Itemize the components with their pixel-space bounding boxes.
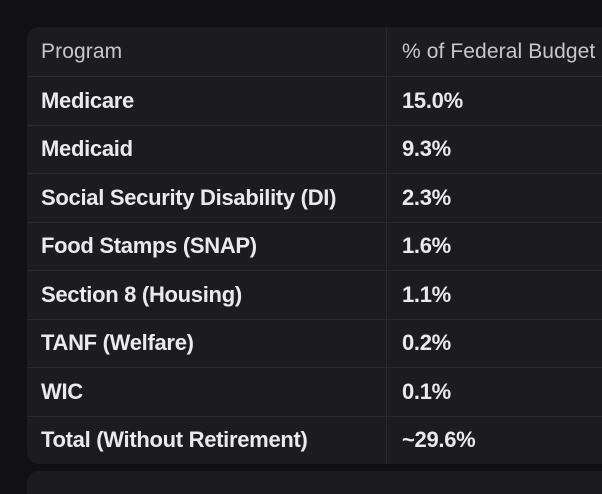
program-cell: Medicare [41, 87, 134, 113]
program-cell: Social Security Disability (DI) [41, 184, 337, 210]
table-row: Medicare 15.0% [27, 76, 602, 125]
percent-cell: ~29.6% [386, 416, 602, 464]
table-row: WIC 0.1% [27, 367, 602, 416]
percent-cell: 1.1% [386, 271, 602, 319]
percent-cell: 1.6% [386, 222, 602, 270]
table-row: Social Security Disability (DI) 2.3% [27, 173, 602, 222]
table-row: Food Stamps (SNAP) 1.6% [27, 221, 602, 270]
percent-cell: 15.0% [386, 77, 602, 125]
program-cell: Medicaid [41, 136, 133, 162]
program-cell: WIC [41, 378, 83, 404]
next-section-card [27, 471, 602, 494]
program-cell: TANF (Welfare) [41, 330, 194, 356]
program-cell: Section 8 (Housing) [41, 281, 242, 307]
percent-cell: 9.3% [386, 125, 602, 173]
column-header-percent: % of Federal Budget [386, 27, 602, 76]
percent-cell: 2.3% [386, 174, 602, 222]
table-row-total: Total (Without Retirement) ~29.6% [27, 415, 602, 464]
column-header-program: Program [41, 39, 123, 63]
table-header-row: Program % of Federal Budget [27, 27, 602, 76]
table-row: Medicaid 9.3% [27, 124, 602, 173]
program-cell: Total (Without Retirement) [41, 427, 308, 453]
program-cell: Food Stamps (SNAP) [41, 233, 257, 259]
table-row: TANF (Welfare) 0.2% [27, 318, 602, 367]
budget-table-card: Program % of Federal Budget Medicare 15.… [27, 27, 602, 464]
percent-cell: 0.2% [386, 319, 602, 367]
percent-cell: 0.1% [386, 368, 602, 416]
table-row: Section 8 (Housing) 1.1% [27, 270, 602, 319]
